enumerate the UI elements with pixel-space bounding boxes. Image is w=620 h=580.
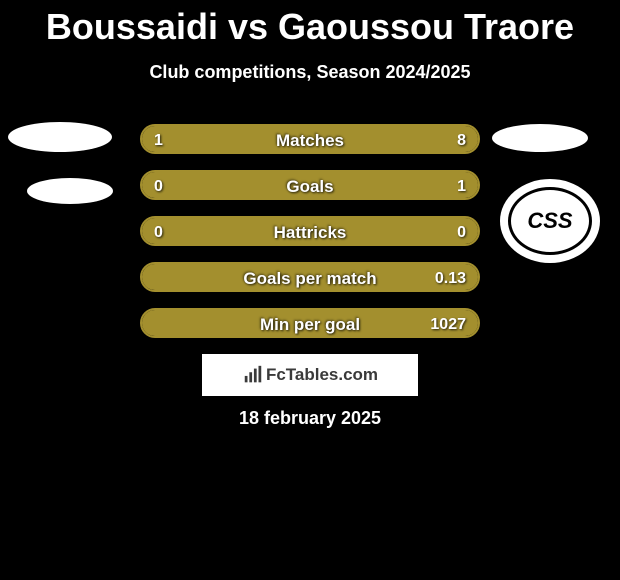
- stat-row: Hattricks0 0: [140, 216, 480, 246]
- bar-chart-icon: [242, 364, 264, 386]
- page-subtitle: Club competitions, Season 2024/2025: [0, 62, 620, 83]
- stat-right-value: 1: [457, 172, 466, 198]
- watermark-text: FcTables.com: [266, 365, 378, 385]
- stat-label: Goals per match: [142, 264, 478, 290]
- stat-right-value: 1027: [430, 310, 466, 336]
- stat-right-value: 0: [457, 218, 466, 244]
- stat-label: Min per goal: [142, 310, 478, 336]
- stat-label: Goals: [142, 172, 478, 198]
- stat-right-value: 8: [457, 126, 466, 152]
- club-logo: CSS: [500, 179, 600, 263]
- club-logo-text: CSS: [508, 187, 592, 255]
- stat-left-value: 0: [154, 172, 163, 198]
- stat-row: Matches1 8: [140, 124, 480, 154]
- stat-left-value: 1: [154, 126, 163, 152]
- decoration-ellipse-left-0: [8, 122, 112, 152]
- stat-row: Goals0 1: [140, 170, 480, 200]
- page-title: Boussaidi vs Gaoussou Traore: [0, 0, 620, 48]
- stat-label: Hattricks: [142, 218, 478, 244]
- stat-right-value: 0.13: [435, 264, 466, 290]
- decoration-ellipse-right-0: [492, 124, 588, 152]
- decoration-ellipse-left-1: [27, 178, 113, 204]
- stat-row: Min per goal1027: [140, 308, 480, 338]
- watermark: FcTables.com: [202, 354, 418, 396]
- stat-row: Goals per match0.13: [140, 262, 480, 292]
- footer-date: 18 february 2025: [0, 408, 620, 429]
- stat-left-value: 0: [154, 218, 163, 244]
- stat-label: Matches: [142, 126, 478, 152]
